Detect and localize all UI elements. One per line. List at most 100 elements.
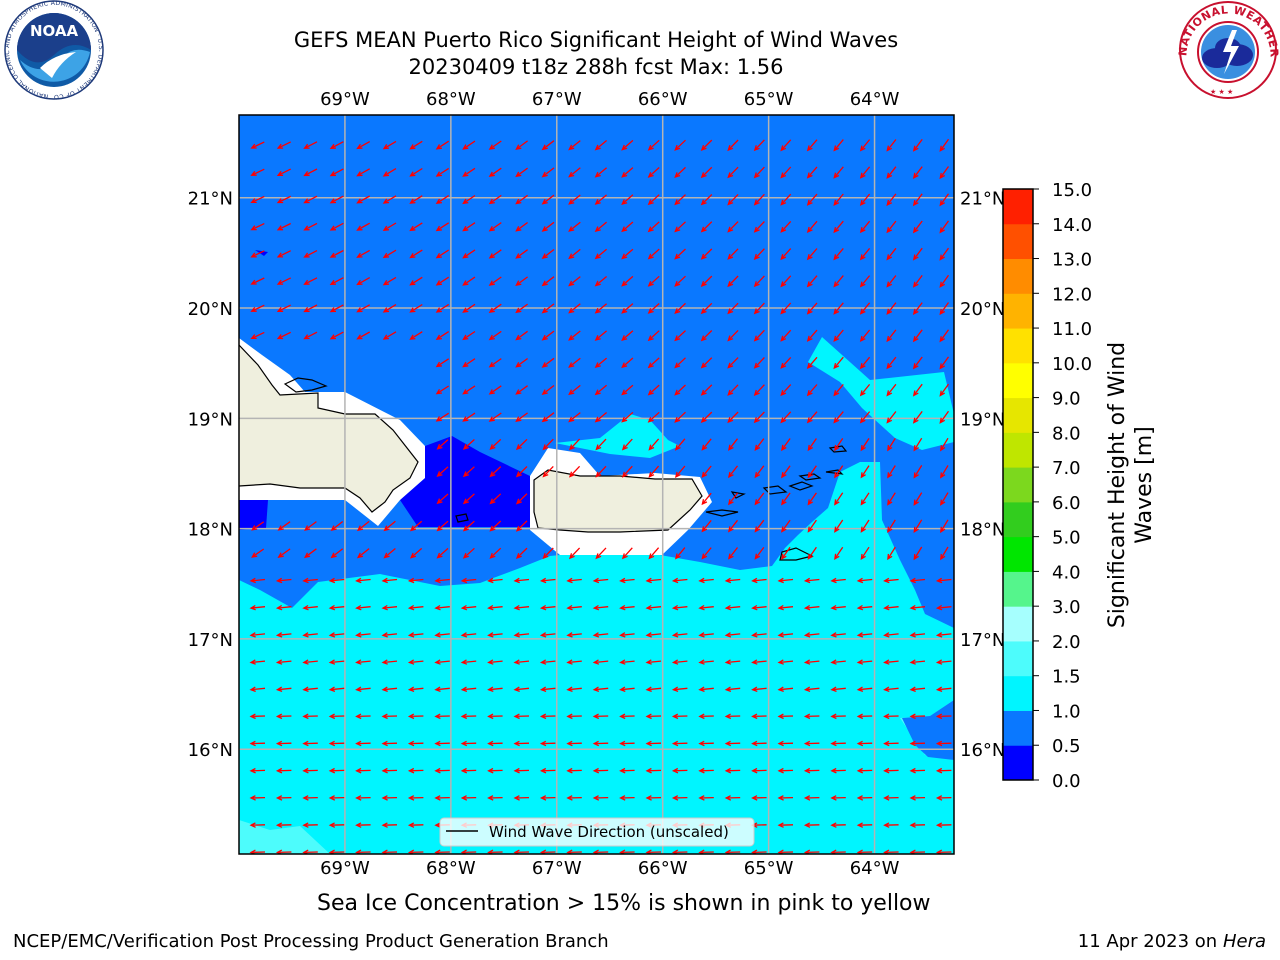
wind-wave-arrow	[751, 740, 767, 747]
wind-wave-arrow	[939, 247, 950, 261]
wind-wave-arrow	[355, 577, 371, 584]
wind-wave-arrow	[303, 250, 318, 258]
wind-wave-arrow	[859, 166, 871, 179]
wind-wave-arrow	[250, 223, 265, 231]
wind-wave-arrow	[700, 384, 713, 396]
wind-wave-arrow	[700, 275, 713, 287]
wind-wave-arrow	[939, 274, 950, 288]
wind-wave-arrow	[383, 520, 396, 532]
wind-wave-arrow	[647, 194, 660, 206]
wind-wave-arrow	[886, 275, 897, 288]
wind-wave-arrow	[515, 194, 528, 205]
wind-wave-arrow	[330, 520, 344, 532]
wind-wave-arrow	[780, 411, 792, 424]
wind-wave-arrow	[621, 221, 634, 233]
wind-wave-arrow	[539, 740, 556, 747]
wind-wave-arrow	[647, 248, 660, 260]
wind-wave-arrow	[621, 194, 634, 205]
wind-wave-arrow	[566, 767, 582, 774]
wind-wave-arrow	[407, 604, 424, 611]
wave-height-field	[239, 115, 954, 854]
wind-wave-arrow	[250, 195, 265, 204]
wind-wave-arrow	[754, 438, 765, 452]
legend-label: Wind Wave Direction (unscaled)	[489, 823, 729, 841]
wind-wave-arrow	[541, 248, 555, 260]
wind-wave-arrow	[515, 167, 528, 178]
wind-wave-arrow	[302, 767, 318, 774]
wind-wave-arrow	[462, 358, 476, 368]
wind-wave-arrow	[856, 686, 873, 693]
wind-wave-arrow	[751, 795, 767, 801]
lon-tick-label: 65°W	[744, 89, 794, 110]
wind-wave-arrow	[568, 167, 581, 178]
wind-wave-arrow	[727, 384, 739, 396]
wind-wave-arrow	[275, 767, 292, 774]
wind-wave-arrow	[434, 767, 450, 774]
wind-wave-arrow	[275, 713, 292, 720]
colorbar-tick-label: 7.0	[1052, 458, 1081, 479]
wind-wave-arrow	[541, 384, 555, 396]
colorbar-label-line2: Waves [m]	[1132, 426, 1157, 543]
wind-wave-arrow	[935, 795, 952, 801]
wind-wave-arrow	[487, 686, 503, 693]
wind-wave-arrow	[886, 247, 897, 261]
lon-tick-label: 69°W	[320, 89, 370, 110]
wind-wave-arrow	[780, 139, 792, 152]
wind-wave-arrow	[489, 520, 502, 532]
wind-wave-arrow	[727, 166, 739, 179]
wind-wave-arrow	[356, 548, 370, 559]
wind-wave-arrow	[568, 438, 581, 451]
wind-wave-arrow	[409, 167, 423, 177]
wind-wave-arrow	[939, 138, 950, 152]
wind-wave-arrow	[856, 740, 873, 747]
wind-wave-arrow	[594, 330, 608, 341]
wind-wave-arrow	[594, 276, 608, 287]
wind-wave-arrow	[487, 604, 503, 611]
wind-wave-arrow	[435, 276, 450, 286]
footer-host: Hera	[1222, 931, 1266, 952]
wind-wave-arrow	[806, 193, 818, 206]
wind-wave-arrow	[462, 249, 476, 259]
wind-wave-arrow	[488, 249, 502, 259]
wind-wave-arrow	[356, 304, 371, 313]
wind-wave-arrow	[939, 302, 950, 316]
wind-wave-arrow	[539, 659, 556, 665]
wind-wave-arrow	[698, 740, 714, 747]
wind-wave-arrow	[515, 303, 528, 314]
wind-wave-arrow	[302, 604, 318, 611]
wind-wave-arrow	[886, 139, 897, 152]
wind-wave-arrow	[329, 249, 344, 258]
wind-wave-arrow	[935, 659, 952, 665]
wind-wave-arrow	[909, 659, 926, 665]
wind-wave-arrow	[833, 383, 844, 397]
wind-wave-arrow	[619, 713, 635, 720]
wind-wave-arrow	[701, 465, 712, 478]
wind-wave-arrow	[647, 275, 660, 287]
wind-wave-arrow	[515, 330, 528, 341]
wind-wave-arrow	[303, 168, 318, 177]
wind-wave-arrow	[381, 659, 398, 665]
colorbar-tick-label: 1.5	[1052, 667, 1081, 688]
wind-wave-arrow	[727, 139, 739, 152]
wind-wave-arrow	[249, 686, 266, 693]
wind-wave-arrow	[568, 412, 581, 423]
wind-wave-arrow	[435, 358, 450, 368]
wind-wave-arrow	[777, 713, 794, 720]
wind-wave-arrow	[724, 740, 741, 747]
wind-wave-arrow	[328, 632, 345, 638]
wind-wave-arrow	[515, 276, 528, 286]
wind-wave-arrow	[489, 466, 502, 478]
wind-wave-arrow	[939, 193, 950, 207]
wind-wave-arrow	[940, 546, 949, 561]
wind-wave-arrow	[566, 740, 582, 747]
wind-wave-arrow	[435, 222, 450, 232]
wind-wave-arrow	[883, 577, 899, 584]
wind-wave-arrow	[434, 686, 450, 693]
wind-wave-arrow	[619, 795, 635, 801]
wind-wave-arrow	[724, 686, 741, 693]
wind-wave-arrow	[909, 604, 926, 611]
colorbar-swatch	[1003, 675, 1033, 711]
wind-wave-arrow	[435, 195, 450, 205]
wind-wave-arrow	[935, 822, 952, 828]
